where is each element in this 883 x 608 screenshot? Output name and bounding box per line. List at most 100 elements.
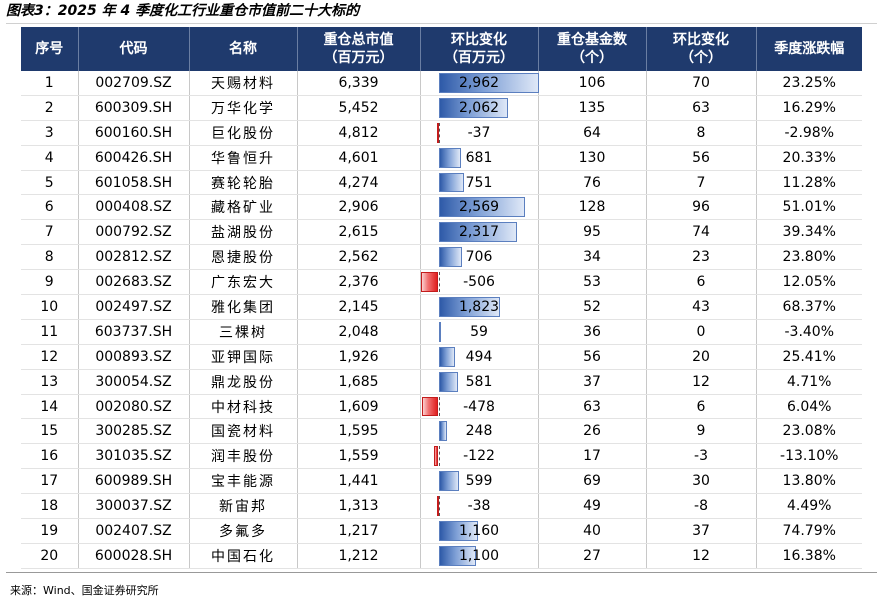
cell-market-value-change: 494 [419,344,538,370]
cell-fund-count-change: -3 [645,443,756,470]
cell-market-value: 2,615 [296,219,420,246]
mv-change-bar [438,545,476,566]
cell-market-value: 1,609 [296,394,420,420]
mv-change-bar [438,471,459,492]
table-row: 5 601058.SH 赛轮轮胎 4,274 751 76 7 11.28% [21,170,862,196]
cell-name: 国瓷材料 [188,418,297,445]
table-row: 15 300285.SZ 国瓷材料 1,595 248 26 9 23.08% [21,418,862,445]
cell-fund-count: 40 [537,518,646,544]
cell-name: 中材科技 [188,394,297,420]
mv-change-bar [438,97,509,118]
cell-name: 鼎龙股份 [188,369,297,395]
cell-name: 藏格矿业 [188,194,297,221]
cell-market-value-change: 599 [419,468,538,495]
cell-market-value-change: 1,160 [419,518,538,544]
source-note: 来源：Wind、国金证券研究所 [10,584,159,597]
mv-change-value: 494 [465,348,493,365]
mv-change-bar [438,172,464,193]
cell-market-value: 1,217 [296,518,420,544]
mv-change-bar [438,197,526,218]
cell-code: 601058.SH [77,170,189,196]
cell-market-value: 2,048 [296,319,420,345]
cell-market-value: 6,339 [296,71,420,96]
cell-market-value-change: -122 [419,443,538,470]
cell-quarter-return: -13.10% [755,443,862,470]
cell-rank: 7 [21,219,78,246]
mv-change-bar [438,222,517,243]
cell-name: 宝丰能源 [188,468,297,495]
footer-divider [6,572,877,573]
cell-code: 603737.SH [77,319,189,345]
cell-fund-count-change: 30 [645,468,756,495]
cell-fund-count: 95 [537,219,646,246]
cell-rank: 18 [21,493,78,520]
cell-market-value: 4,274 [296,170,420,196]
cell-fund-count: 52 [537,294,646,320]
cell-code: 002407.SZ [77,518,189,544]
cell-market-value-change: -506 [419,269,538,296]
cell-fund-count-change: 9 [645,418,756,445]
table-row: 19 002407.SZ 多氟多 1,217 1,160 40 37 74.79% [21,518,862,544]
cell-rank: 1 [21,71,78,96]
cell-name: 巨化股份 [188,120,297,146]
cell-fund-count-change: 56 [645,145,756,171]
cell-rank: 2 [21,95,78,121]
cell-name: 新宙邦 [188,493,297,520]
cell-rank: 4 [21,145,78,171]
cell-fund-count: 106 [537,71,646,96]
table-row: 12 000893.SZ 亚钾国际 1,926 494 56 20 25.41% [21,344,862,370]
cell-quarter-return: -3.40% [755,319,862,345]
mv-change-bar [438,321,441,342]
cell-fund-count-change: 6 [645,394,756,420]
mv-change-bar [438,346,456,367]
cell-code: 002683.SZ [77,269,189,296]
cell-fund-count: 69 [537,468,646,495]
cell-market-value-change: -478 [419,394,538,420]
cell-rank: 16 [21,443,78,470]
mv-change-value: -478 [463,398,495,415]
cell-fund-count: 34 [537,244,646,271]
cell-fund-count: 49 [537,493,646,520]
mv-change-value: 2,569 [458,199,500,216]
cell-fund-count-change: 63 [645,95,756,121]
cell-market-value: 2,376 [296,269,420,296]
cell-rank: 14 [21,394,78,420]
mv-change-bar [437,122,440,143]
cell-market-value-change: 59 [419,319,538,345]
cell-code: 300285.SZ [77,418,189,445]
cell-market-value: 5,452 [296,95,420,121]
cell-name: 广东宏大 [188,269,297,296]
cell-quarter-return: 25.41% [755,344,862,370]
cell-fund-count-change: 0 [645,319,756,345]
cell-rank: 10 [21,294,78,320]
cell-market-value-change: -38 [419,493,538,520]
mv-change-value: 751 [465,174,493,191]
cell-market-value-change: 751 [419,170,538,196]
cell-quarter-return: 6.04% [755,394,862,420]
cell-fund-count-change: 96 [645,194,756,221]
mv-change-bar [434,446,439,467]
cell-quarter-return: 74.79% [755,518,862,544]
mv-change-bar [438,371,459,392]
cell-quarter-return: 20.33% [755,145,862,171]
cell-fund-count: 63 [537,394,646,420]
mv-change-value: 599 [465,473,493,490]
cell-fund-count: 27 [537,543,646,569]
table-row: 8 002812.SZ 恩捷股份 2,562 706 34 23 23.80% [21,244,862,271]
cell-market-value-change: 2,569 [419,194,538,221]
mv-change-bar [438,521,478,541]
cell-fund-count: 37 [537,369,646,395]
cell-rank: 8 [21,244,78,271]
table-row: 20 600028.SH 中国石化 1,212 1,100 27 12 16.38% [21,543,862,569]
mv-change-bar [438,247,463,268]
cell-rank: 3 [21,120,78,146]
header-fund-count-change: 环比变化 （个） [645,27,756,71]
mv-change-bar [438,297,501,317]
cell-quarter-return: 23.80% [755,244,862,271]
cell-name: 恩捷股份 [188,244,297,271]
cell-fund-count-change: 6 [645,269,756,296]
mv-change-bar [437,496,440,517]
cell-code: 600989.SH [77,468,189,495]
cell-fund-count-change: 74 [645,219,756,246]
cell-name: 天赐材料 [188,71,297,96]
